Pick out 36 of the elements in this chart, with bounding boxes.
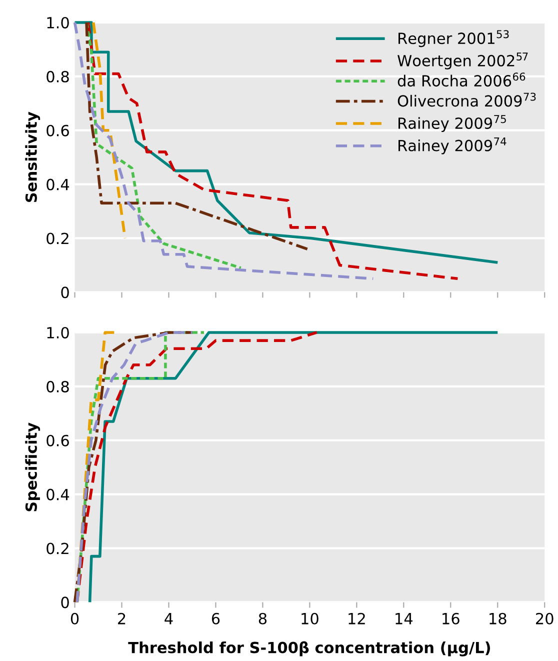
line-series xyxy=(73,21,375,280)
y-tick-label: 0 xyxy=(61,286,69,298)
x-tick-label: 2 xyxy=(118,612,126,624)
x-tick-label: 0 xyxy=(70,612,79,624)
y-tick-label: 0.2 xyxy=(46,542,68,554)
y-tick-label: 1.0 xyxy=(47,16,69,28)
x-tick-label: 8 xyxy=(258,612,267,624)
x-tick-label: 14 xyxy=(396,613,413,624)
legend-label: Rainey 2009$^{74}$ xyxy=(398,137,506,154)
y-tick-label: 0.4 xyxy=(46,488,70,500)
y-tick-label: 0.4 xyxy=(46,178,70,190)
y-tick-label: 0.6 xyxy=(46,434,69,446)
x-tick-label: 20 xyxy=(536,612,554,624)
legend-label: Woertgen 2002$^{57}$ xyxy=(398,52,528,70)
legend-label: da Rocha 2006$^{66}$ xyxy=(398,72,526,87)
y-tick-label: 0.8 xyxy=(46,70,69,82)
y-tick-label: 0 xyxy=(61,596,69,608)
y-axis-title: Specificity xyxy=(25,422,40,512)
y-tick-label: 0.6 xyxy=(46,124,69,136)
x-tick-label: 12 xyxy=(348,612,365,624)
line-series xyxy=(85,21,309,250)
y-tick-label: 1.0 xyxy=(47,326,69,339)
x-tick-label: 4 xyxy=(164,613,173,624)
x-tick-label: 10 xyxy=(302,612,318,624)
y-tick-label: 0.2 xyxy=(46,232,68,244)
x-tick-label: 16 xyxy=(442,612,460,624)
line-series xyxy=(88,331,500,604)
line-series xyxy=(92,21,126,240)
x-axis-title: Threshold for S-100β concentration (μg/L) xyxy=(128,641,490,656)
x-tick-label: 18 xyxy=(490,612,506,624)
y-tick-label: 0.8 xyxy=(46,380,69,392)
legend-label: Olivecrona 2009$^{73}$ xyxy=(398,92,536,107)
legend-label: Rainey 2009$^{75}$ xyxy=(398,115,506,132)
legend-label: Regner 2001$^{53}$ xyxy=(398,30,509,48)
y-axis-title: Sensitivity xyxy=(25,112,40,202)
x-tick-label: 6 xyxy=(212,612,220,624)
